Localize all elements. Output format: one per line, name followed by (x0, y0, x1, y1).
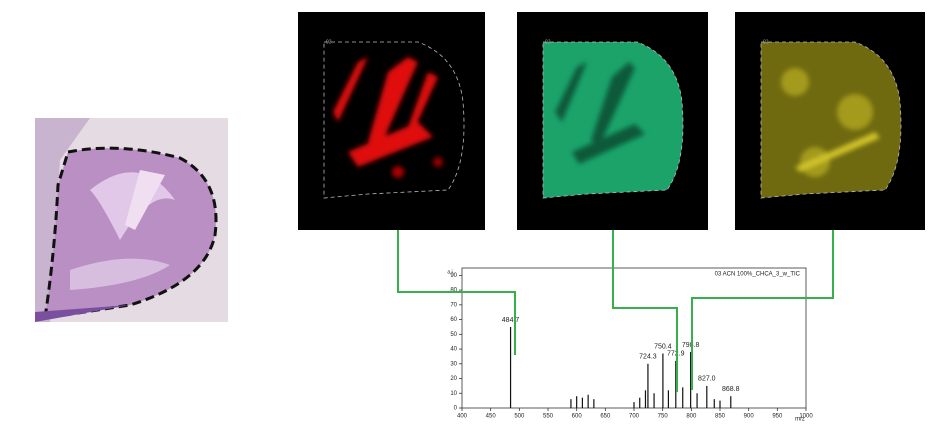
x-axis-label: m/z (795, 417, 805, 423)
x-tick-label: 450 (486, 414, 497, 420)
panel-label: 03 (763, 39, 769, 45)
plot-frame (461, 267, 807, 409)
peak-label: 798.8 (682, 342, 700, 349)
y-tick-label: 40 (450, 347, 457, 353)
connectors (397, 230, 834, 392)
peak-label: 750.4 (654, 343, 672, 350)
panel-label: 03 (326, 39, 332, 45)
msi-panel-green: 03 (517, 12, 708, 230)
y-tick-label: 60 (450, 317, 457, 323)
x-tick-label: 850 (715, 414, 726, 420)
peak-label: 484.7 (502, 317, 520, 324)
panel-label: 03 (545, 39, 551, 45)
y-axis-label: a.i. (447, 269, 454, 275)
peak-label: 772.9 (667, 351, 685, 358)
x-tick-label: 900 (744, 414, 755, 420)
x-tick-label: 600 (572, 414, 583, 420)
x-tick-label: 500 (514, 414, 525, 420)
y-tick-label: 0 (454, 406, 458, 412)
x-tick-label: 950 (772, 414, 783, 420)
histology-image (35, 118, 228, 322)
y-tick-label: 10 (450, 391, 457, 397)
x-tick-label: 700 (629, 414, 640, 420)
y-tick-label: 20 (450, 376, 457, 382)
y-tick-label: 90 (450, 273, 457, 279)
x-tick-label: 400 (457, 414, 468, 420)
peak-label: 724.3 (639, 354, 657, 361)
y-tick-label: 30 (450, 361, 457, 367)
x-tick-label: 800 (686, 414, 697, 420)
msi-panel-yellow: 03 (735, 12, 925, 230)
y-tick-label: 80 (450, 288, 457, 294)
msi-panel-red: 03 (298, 12, 485, 230)
x-tick-label: 550 (543, 414, 554, 420)
x-tick-label: 650 (600, 414, 611, 420)
peak-label: 868.8 (722, 386, 740, 393)
spectrum: 0 10 20 30 40 50 60 70 80 90 400 450 500 550 600 650 700… (450, 273, 813, 420)
y-tick-label: 50 (450, 332, 457, 338)
y-tick-label: 70 (450, 302, 457, 308)
peak-label: 827.0 (698, 376, 716, 383)
legend: 03 ACN 100%_CHCA_3_w_TIC (715, 272, 801, 278)
x-tick-label: 1000 (799, 414, 813, 420)
x-tick-label: 750 (658, 414, 669, 420)
